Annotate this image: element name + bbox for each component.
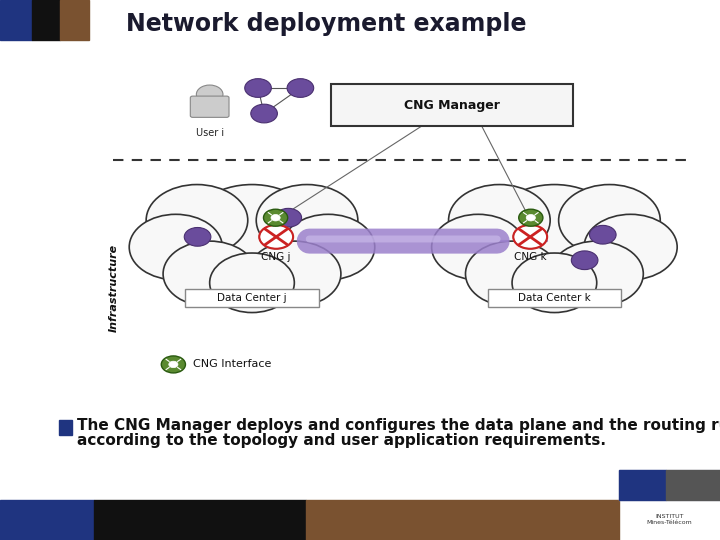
Circle shape bbox=[259, 225, 293, 249]
Circle shape bbox=[584, 214, 678, 280]
Text: Data Center j: Data Center j bbox=[217, 293, 287, 303]
Circle shape bbox=[271, 214, 280, 221]
Text: December 15, 2021: December 15, 2021 bbox=[145, 515, 255, 525]
Text: CNG Interface: CNG Interface bbox=[193, 360, 271, 369]
Circle shape bbox=[466, 241, 559, 307]
Text: The CNG Manager deploys and configures the data plane and the routing rules: The CNG Manager deploys and configures t… bbox=[77, 418, 720, 433]
Circle shape bbox=[526, 214, 536, 221]
Circle shape bbox=[197, 85, 223, 104]
Text: User i: User i bbox=[196, 129, 224, 138]
Circle shape bbox=[559, 185, 660, 256]
Circle shape bbox=[491, 185, 618, 274]
Text: CNG j: CNG j bbox=[261, 252, 291, 262]
Text: according to the topology and user application requirements.: according to the topology and user appli… bbox=[77, 433, 606, 448]
Text: Infrastructure: Infrastructure bbox=[109, 244, 119, 332]
Circle shape bbox=[518, 209, 543, 226]
Circle shape bbox=[184, 227, 211, 246]
Circle shape bbox=[146, 185, 248, 256]
Circle shape bbox=[282, 214, 375, 280]
Circle shape bbox=[449, 185, 550, 256]
Circle shape bbox=[210, 253, 294, 313]
FancyBboxPatch shape bbox=[330, 84, 572, 126]
Circle shape bbox=[275, 208, 302, 227]
Circle shape bbox=[431, 214, 525, 280]
Text: INSTITUT
Mines-Télécom: INSTITUT Mines-Télécom bbox=[647, 514, 693, 525]
Circle shape bbox=[572, 251, 598, 269]
Circle shape bbox=[168, 361, 178, 368]
Circle shape bbox=[264, 209, 288, 226]
Circle shape bbox=[163, 241, 256, 307]
Text: CNG k: CNG k bbox=[514, 252, 546, 262]
Circle shape bbox=[590, 225, 616, 244]
Text: CNG Manager: CNG Manager bbox=[404, 98, 500, 112]
FancyBboxPatch shape bbox=[488, 289, 621, 307]
Circle shape bbox=[129, 214, 222, 280]
Text: Data Center k: Data Center k bbox=[518, 293, 591, 303]
Circle shape bbox=[512, 253, 597, 313]
Text: Inter and Intra Cloud Networking Gateway as a Service: Inter and Intra Cloud Networking Gateway… bbox=[328, 515, 597, 525]
Circle shape bbox=[245, 79, 271, 97]
Text: Network deployment example: Network deployment example bbox=[126, 12, 526, 36]
Circle shape bbox=[248, 241, 341, 307]
Circle shape bbox=[256, 185, 358, 256]
FancyBboxPatch shape bbox=[190, 96, 229, 117]
Circle shape bbox=[161, 356, 186, 373]
Circle shape bbox=[513, 225, 547, 249]
Circle shape bbox=[287, 79, 314, 97]
Circle shape bbox=[550, 241, 643, 307]
Circle shape bbox=[251, 104, 277, 123]
Circle shape bbox=[189, 185, 315, 274]
Text: 10: 10 bbox=[39, 514, 55, 526]
FancyBboxPatch shape bbox=[186, 289, 318, 307]
